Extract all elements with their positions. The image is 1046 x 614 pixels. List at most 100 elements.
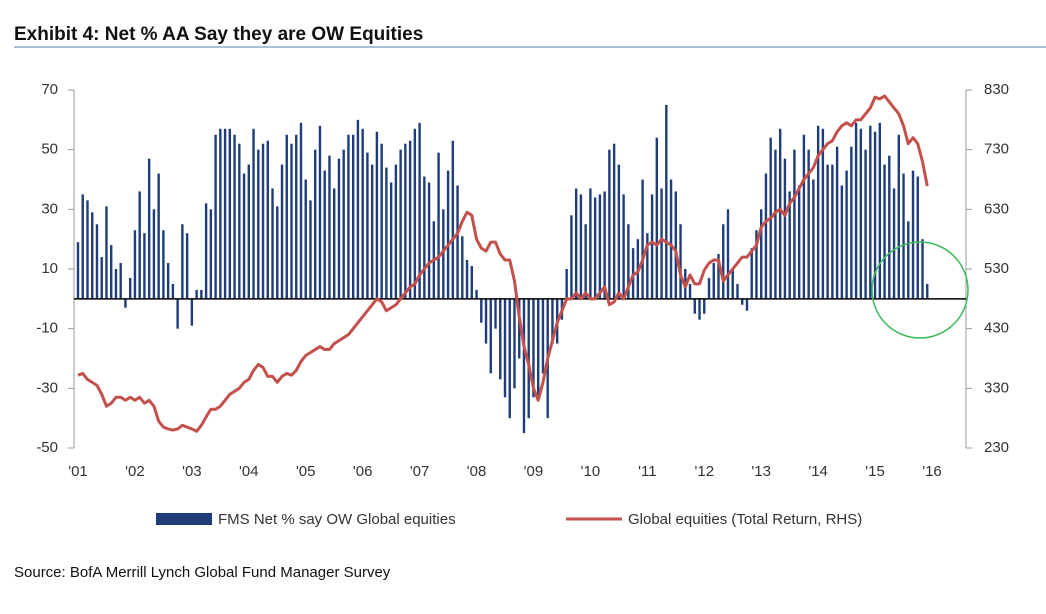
bar — [641, 179, 644, 299]
bar — [333, 188, 336, 299]
bar — [280, 164, 284, 299]
bar — [470, 266, 473, 299]
bar — [195, 289, 198, 299]
bar — [679, 224, 682, 299]
bar — [627, 224, 630, 299]
x-tick-label: '02 — [125, 463, 145, 480]
bar — [845, 170, 848, 299]
bar — [389, 182, 393, 299]
bar — [418, 122, 421, 299]
bar — [570, 215, 573, 299]
y-tick-label: 70 — [41, 81, 58, 98]
bar — [665, 104, 668, 299]
bar — [465, 260, 469, 299]
bar — [261, 143, 265, 299]
bar — [114, 269, 118, 299]
plot-area: -50 -30 -10 10 30 50 70 230 330 430 530 630 730 830 '0… — [36, 81, 1009, 528]
bar — [897, 134, 900, 299]
bar — [157, 173, 160, 299]
bar — [793, 149, 796, 299]
bar — [351, 134, 355, 299]
bar — [650, 194, 654, 299]
bar — [807, 149, 810, 299]
bar — [385, 167, 388, 299]
bar — [437, 152, 440, 299]
source-note: Source: BofA Merrill Lynch Global Fund M… — [14, 564, 391, 581]
bar — [660, 188, 663, 299]
bar — [285, 134, 288, 299]
bar — [314, 149, 317, 299]
x-tick-label: '10 — [581, 463, 601, 480]
chart-title: Exhibit 4: Net % AA Say they are OW Equi… — [14, 24, 423, 45]
bar — [451, 140, 455, 299]
bar — [242, 173, 246, 299]
bar — [81, 194, 84, 299]
legend-label: Global equities (Total Return, RHS) — [628, 511, 862, 528]
y2-tick-label: 730 — [984, 141, 1009, 158]
bar — [921, 239, 924, 299]
x-tick-label: '01 — [68, 463, 88, 480]
bar — [124, 298, 127, 308]
x-tick-label: '16 — [922, 463, 942, 480]
bar — [788, 191, 791, 299]
bar — [233, 134, 236, 299]
bar — [328, 155, 331, 299]
bar — [361, 128, 364, 299]
x-tick-label: '03 — [182, 463, 202, 480]
bar — [110, 245, 113, 299]
bar — [783, 158, 787, 299]
bar — [442, 209, 445, 299]
bar — [854, 122, 858, 299]
bar — [726, 209, 730, 299]
bar — [646, 233, 649, 299]
bar — [750, 248, 753, 299]
bar — [850, 146, 853, 299]
bar — [247, 164, 250, 299]
y-tick-label: -30 — [36, 379, 58, 396]
bar — [835, 146, 839, 299]
bar — [589, 188, 592, 299]
bar — [712, 263, 715, 299]
bar — [214, 134, 217, 299]
bar — [508, 298, 511, 419]
bar — [461, 236, 464, 299]
bar — [166, 263, 170, 299]
bar — [318, 125, 322, 299]
x-tick-label: '06 — [353, 463, 373, 480]
bar — [869, 125, 872, 299]
bar — [228, 128, 232, 299]
bar — [475, 289, 478, 299]
bar — [309, 200, 312, 299]
bar — [427, 182, 431, 299]
bar — [802, 134, 806, 299]
bar — [276, 206, 279, 299]
bar — [95, 224, 99, 299]
bar — [816, 125, 820, 299]
y2-tick-label: 330 — [984, 379, 1009, 396]
bar — [484, 298, 488, 344]
highlight-circle — [871, 241, 969, 339]
bar — [100, 257, 103, 299]
bar — [394, 164, 398, 299]
bar — [907, 221, 910, 299]
bar — [266, 140, 269, 299]
bar — [926, 283, 929, 299]
bar — [176, 298, 179, 329]
bar — [812, 179, 815, 299]
bar — [831, 164, 834, 299]
bar — [873, 131, 877, 299]
y-tick-label: -10 — [36, 320, 58, 337]
x-tick-label: '14 — [808, 463, 828, 480]
bar — [598, 194, 602, 299]
bar — [698, 298, 701, 320]
bar — [147, 158, 151, 299]
bar — [408, 140, 412, 299]
bar — [304, 179, 307, 299]
bar — [219, 128, 222, 299]
bar — [238, 143, 241, 299]
bar — [375, 131, 379, 299]
y2-tick-label: 230 — [984, 439, 1009, 456]
bar — [731, 269, 734, 299]
bar — [688, 283, 692, 299]
bar — [133, 230, 137, 299]
